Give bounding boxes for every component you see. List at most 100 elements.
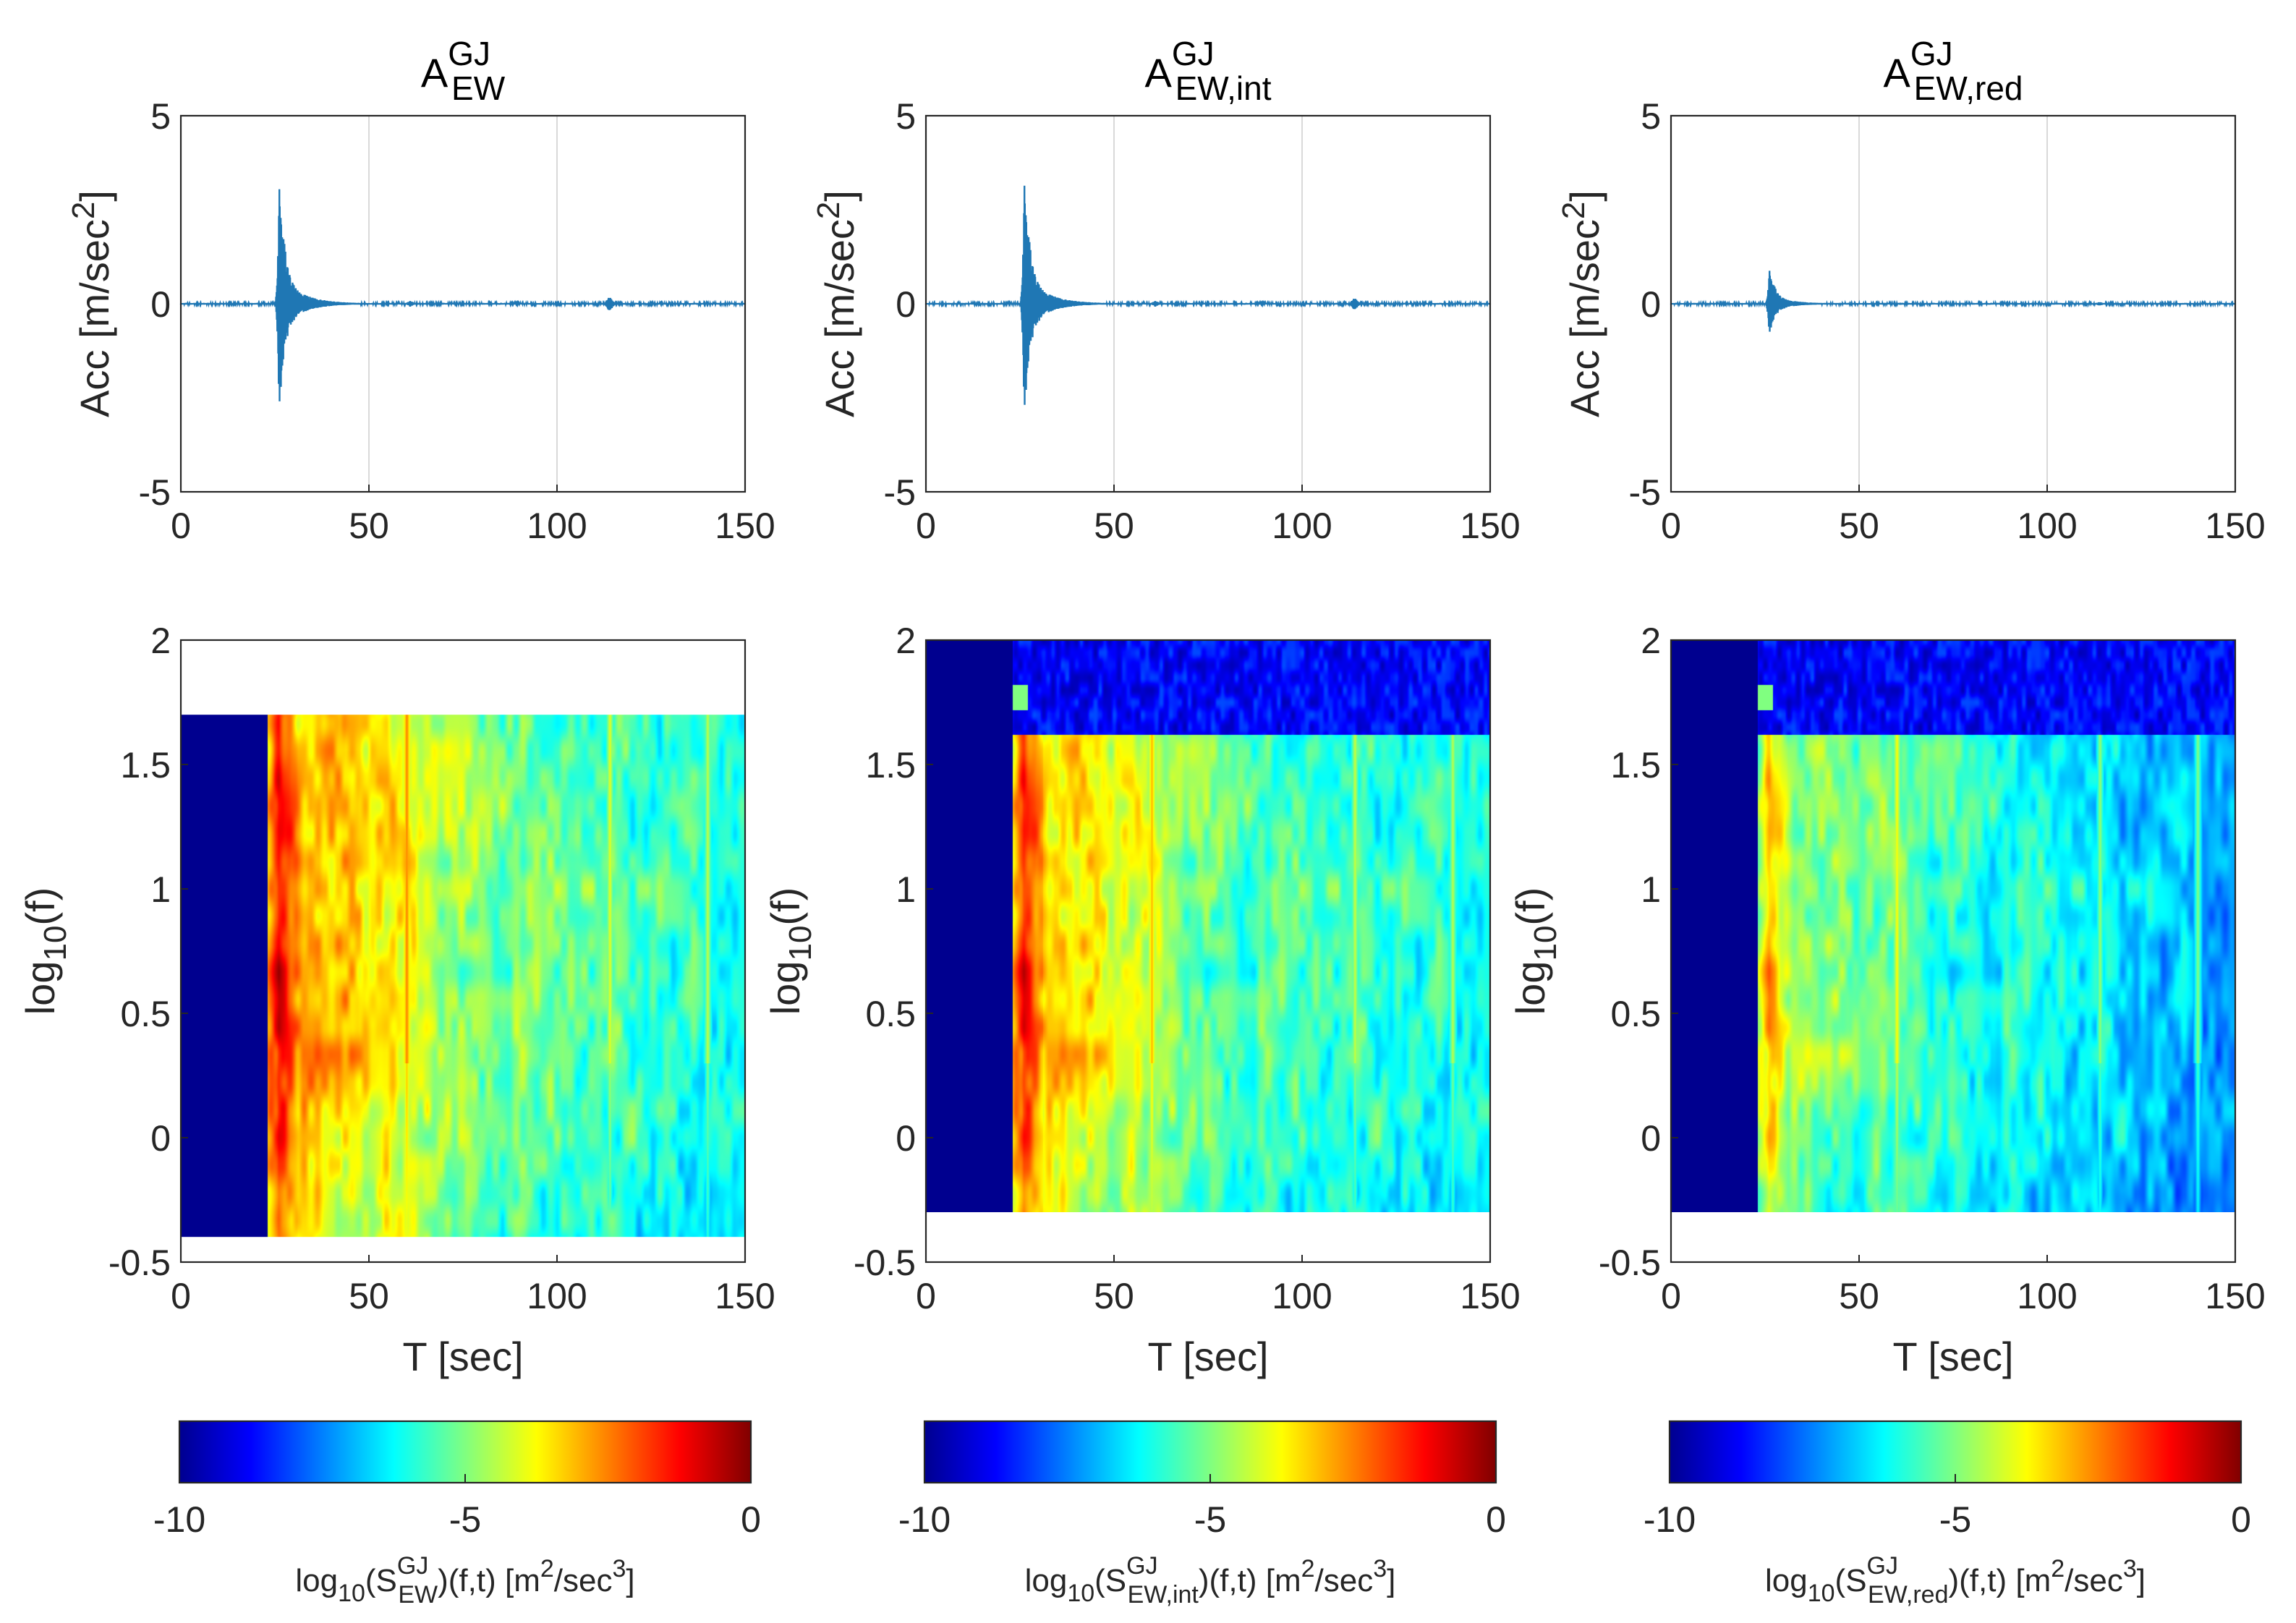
panel-a-acc-x-tick-label: 0 [171, 506, 191, 546]
panel-b-acc-y-tick-label: -5 [884, 472, 916, 513]
panel-c-acc-signal-line [1670, 270, 2237, 332]
panel-c-colorbar: -10 -5 0 log10(SGJ EW,red)(f,t) [m2/sec3] [1644, 1420, 2251, 1609]
panel-c-colorbar-tick-label: 0 [2231, 1499, 2251, 1540]
panel-b-colorbar-label: log10(SGJ EW,int)(f,t) [m2/sec3] [1025, 1552, 1396, 1609]
panel-a-spec-ylabel: log10(f) [17, 887, 73, 1015]
panel-c-spec-ylabel: log10(f) [1508, 887, 1563, 1015]
panel-a-acc-x-tick-label: 150 [715, 506, 775, 546]
panel-c-acc-x-tick-label: 0 [1661, 506, 1681, 546]
panel-c-spec-y-tick-label: 1 [1641, 869, 1661, 910]
panel-a-acc-y-tick-label: 5 [150, 96, 171, 137]
panel-c-spec-frame [1670, 639, 2237, 1264]
panel-b-acc-signal-line [924, 185, 1492, 405]
panel-a-acc-ylabel: Acc [m/sec2] [66, 190, 117, 417]
panel-a-spec-x-tick-label: 0 [171, 1276, 191, 1316]
panel-c-acc-x-tick-label: 150 [2205, 506, 2265, 546]
panel-b-acc-x-tick-label: 50 [1094, 506, 1134, 546]
panel-c-spec-xlabel: T [sec] [1892, 1334, 2013, 1379]
panel-a-spec-y-tick-label: 1.5 [120, 745, 171, 785]
panel-a-spec-y-tick-label: 1 [150, 869, 171, 910]
panel-b-acc-ylabel: Acc [m/sec2] [811, 190, 862, 417]
panel-b-acc-x-tick-label: 100 [1272, 506, 1332, 546]
panel-a-spec-x-tick-label: 100 [527, 1276, 587, 1316]
panel-b-spec-y-tick-label: 1 [896, 869, 916, 910]
panel-c-acc-x-tick-label: 50 [1839, 506, 1879, 546]
panel-c-spec-y-tick-label: -0.5 [1599, 1243, 1661, 1283]
panel-c-colorbar-tick-label: -5 [1939, 1499, 1971, 1540]
panel-c-spec-x-tick-label: 100 [2017, 1276, 2077, 1316]
panel-a-spec-frame [179, 639, 747, 1264]
panel-a-title: AGJ EW [421, 35, 506, 107]
panel-b-colorbar-tick-label: 0 [1486, 1499, 1506, 1540]
panel-b-spec-y-tick-label: 0.5 [865, 994, 916, 1034]
panel-b-colorbar: -10 -5 0 log10(SGJ EW,int)(f,t) [m2/sec3] [898, 1420, 1506, 1609]
panel-b-spectrogram-image [926, 640, 1490, 1212]
panel-a-acc-x-tick-label: 50 [349, 506, 389, 546]
panel-a-acc-frame [179, 114, 747, 493]
panel-c-acc-frame [1670, 114, 2237, 493]
panel-a-spec-x-tick-label: 50 [349, 1276, 389, 1316]
panel-b-spec-y-tick-label: 1.5 [865, 745, 916, 785]
panel-b-title: AGJ EW,int [1144, 35, 1271, 107]
panel-c-title: AGJ EW,red [1884, 35, 2023, 107]
panel-c-spec-y-tick-label: 0 [1641, 1118, 1661, 1159]
panel-a-spectrogram-image [181, 715, 745, 1238]
panel-b-acc-y-tick-label: 5 [896, 96, 916, 137]
panel-c-acc-y-tick-label: -5 [1629, 472, 1661, 513]
panel-a-spec-y-tick-label: 2 [150, 621, 171, 661]
panel-b-acc-x-tick-label: 0 [916, 506, 936, 546]
panel-a-acc-y-tick-label: -5 [139, 472, 171, 513]
panel-a-colorbar: -10 -5 0 log10(SGJ EW)(f,t) [m2/sec3] [153, 1420, 761, 1609]
panel-b-spec-y-tick-label: -0.5 [854, 1243, 916, 1283]
panel-b-spec-x-tick-label: 0 [916, 1276, 936, 1316]
panel-a-colorbar-tick-label: 0 [741, 1499, 761, 1540]
panel-b-spec-x-tick-label: 150 [1460, 1276, 1520, 1316]
panel-c-spectrogram-image [1671, 640, 2235, 1212]
panel-b-spec-ylabel: log10(f) [762, 887, 818, 1015]
panel-a-spec-y-tick-label: -0.5 [109, 1243, 171, 1283]
panel-a-acc-x-tick-label: 100 [527, 506, 587, 546]
panel-a-spec-xlabel: T [sec] [402, 1334, 523, 1379]
panel-b-colorbar-gradient [923, 1420, 1497, 1484]
panel-c-spec-y-tick-label: 0.5 [1610, 994, 1661, 1034]
panel-c-spec-x-tick-label: 0 [1661, 1276, 1681, 1316]
panel-b-spec-x-tick-label: 50 [1094, 1276, 1134, 1316]
panel-b-spec-y-tick-label: 0 [896, 1118, 916, 1159]
panel-c-colorbar-label: log10(SGJ EW,red)(f,t) [m2/sec3] [1765, 1552, 2146, 1609]
panel-c-colorbar-gradient [1668, 1420, 2242, 1484]
panel-a-acc-signal-line [179, 189, 747, 401]
panel-a-spec-y-tick-label: 0.5 [120, 994, 171, 1034]
panel-c-acc-y-tick-label: 5 [1641, 96, 1661, 137]
panel-b-acc-y-tick-label: 0 [896, 284, 916, 325]
panel-c-acc-x-tick-label: 100 [2017, 506, 2077, 546]
panel-a-spec-x-tick-label: 150 [715, 1276, 775, 1316]
panel-b-acc-x-tick-label: 150 [1460, 506, 1520, 546]
panel-c-acc-ylabel: Acc [m/sec2] [1556, 190, 1607, 417]
panel-c-spec-y-tick-label: 2 [1641, 621, 1661, 661]
panel-a-spec-y-tick-label: 0 [150, 1118, 171, 1159]
panel-b-spec-x-tick-label: 100 [1272, 1276, 1332, 1316]
panel-c-acc-y-tick-label: 0 [1641, 284, 1661, 325]
panel-b-spec-xlabel: T [sec] [1147, 1334, 1268, 1379]
panel-a-acc-y-tick-label: 0 [150, 284, 171, 325]
panel-a-colorbar-tick-label: -5 [449, 1499, 481, 1540]
panel-c-spec-y-tick-label: 1.5 [1610, 745, 1661, 785]
panel-b-spec-y-tick-label: 2 [896, 621, 916, 661]
panel-c-spec-x-tick-label: 150 [2205, 1276, 2265, 1316]
panel-a-colorbar-tick-label: -10 [153, 1499, 205, 1540]
panel-b-spec-frame [924, 639, 1492, 1264]
panel-a-colorbar-label: log10(SGJ EW)(f,t) [m2/sec3] [295, 1552, 634, 1609]
panel-a-colorbar-gradient [178, 1420, 752, 1484]
panel-b-acc-frame [924, 114, 1492, 493]
panel-c-spec-x-tick-label: 50 [1839, 1276, 1879, 1316]
panel-b-colorbar-tick-label: -10 [898, 1499, 951, 1540]
panel-b-colorbar-tick-label: -5 [1194, 1499, 1226, 1540]
panel-c-colorbar-tick-label: -10 [1644, 1499, 1696, 1540]
